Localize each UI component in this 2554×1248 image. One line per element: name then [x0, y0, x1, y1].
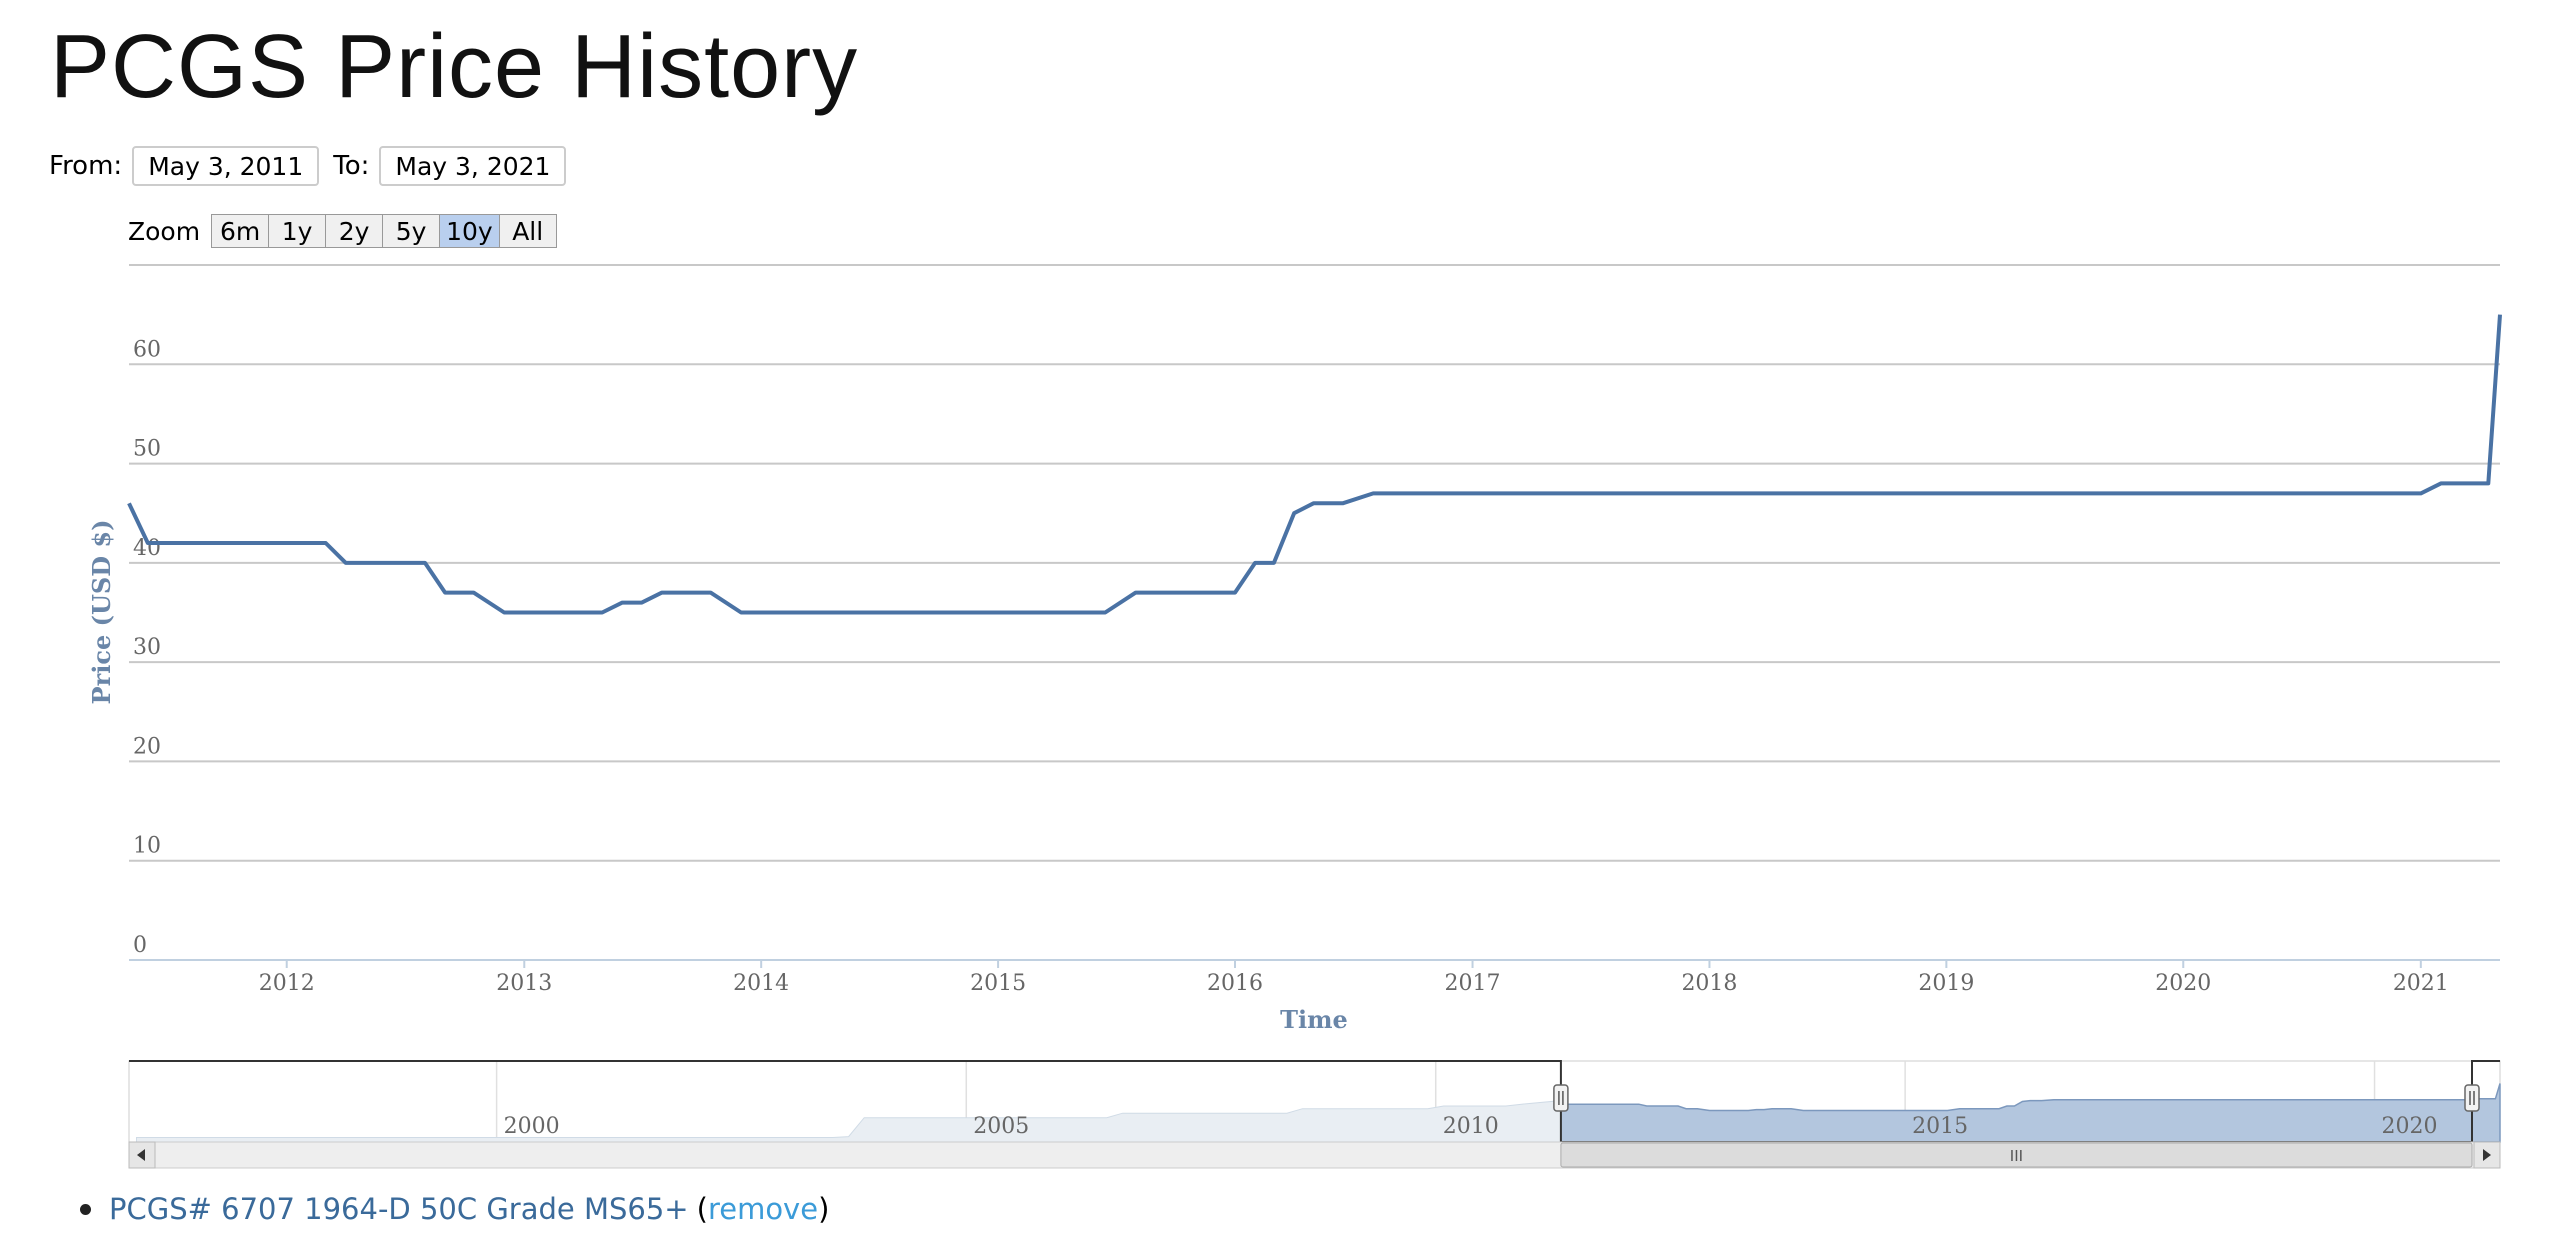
scroll-left-arrow-icon	[137, 1149, 145, 1161]
y-tick-label: 30	[133, 635, 161, 660]
x-tick-label: 2019	[1918, 971, 1974, 996]
y-tick-label: 10	[133, 834, 161, 859]
navigator[interactable]: 2000 2005 2010 2015 2020	[128, 1060, 2501, 1143]
handle-grip	[1553, 1084, 1569, 1112]
price-line	[127, 314, 2502, 615]
x-tick-label: 2014	[733, 971, 789, 996]
open-paren: (	[696, 1192, 708, 1226]
page-title: PCGS Price History	[50, 17, 859, 117]
selected-coin-list: PCGS# 6707 1964-D 50C Grade MS65+ ( remo…	[80, 1192, 829, 1226]
scroll-right-arrow-icon	[2483, 1149, 2491, 1161]
scroll-right-button[interactable]	[2473, 1141, 2501, 1169]
x-tick-label: 2016	[1207, 971, 1263, 996]
scrollbar-grip-icon: III	[2010, 1147, 2023, 1165]
zoom-5y-button[interactable]: 5y	[382, 214, 441, 248]
x-tick-label: 2012	[259, 971, 315, 996]
x-tick-label: 2013	[496, 971, 552, 996]
zoom-all-button[interactable]: All	[498, 214, 557, 248]
y-gridlines	[129, 264, 2500, 862]
handle-grip	[2464, 1084, 2480, 1112]
remove-link[interactable]: remove	[707, 1192, 819, 1226]
x-axis-title: Time	[1280, 1005, 1348, 1034]
navigator-right-handle[interactable]	[2464, 1084, 2480, 1112]
to-label: To:	[333, 151, 370, 181]
close-paren: )	[818, 1192, 830, 1226]
navigator-tick-labels: 2000 2005 2010 2015 2020	[504, 1114, 2438, 1139]
price-series	[127, 314, 2502, 615]
zoom-selector: Zoom 6m 1y 2y 5y 10y All	[128, 214, 557, 248]
scroll-left-button[interactable]	[128, 1141, 156, 1169]
navigator-tick-label: 2015	[1912, 1114, 1968, 1139]
coin-link[interactable]: PCGS# 6707 1964-D 50C Grade MS65+	[109, 1192, 689, 1226]
navigator-area	[136, 1100, 1562, 1143]
navigator-scrollbar[interactable]: III	[128, 1141, 2501, 1169]
to-date-input[interactable]: May 3, 2021	[379, 146, 567, 186]
date-range-selector: From: May 3, 2011 To: May 3, 2021	[49, 146, 567, 186]
x-tick-labels: 2012 2013 2014 2015 2016 2017 2018 2019 2020 2021	[259, 960, 2449, 996]
y-tick-label: 20	[133, 734, 161, 759]
scrollbar-thumb[interactable]	[1560, 1142, 2473, 1168]
zoom-10y-button[interactable]: 10y	[439, 214, 500, 248]
x-tick-label: 2020	[2155, 971, 2211, 996]
x-tick-label: 2017	[1445, 971, 1501, 996]
list-bullet	[80, 1203, 91, 1215]
navigator-tick-label: 2020	[2382, 1114, 2438, 1139]
navigator-tick-label: 2000	[504, 1114, 560, 1139]
navigator-left-handle[interactable]	[1553, 1084, 1569, 1112]
navigator-tick-label: 2010	[1443, 1114, 1499, 1139]
x-tick-label: 2015	[970, 971, 1026, 996]
x-tick-label: 2021	[2393, 971, 2449, 996]
from-date-input[interactable]: May 3, 2011	[132, 146, 320, 186]
y-tick-label: 60	[133, 337, 161, 362]
x-tick-label: 2018	[1681, 971, 1737, 996]
zoom-1y-button[interactable]: 1y	[268, 214, 327, 248]
zoom-label: Zoom	[128, 216, 201, 246]
y-tick-label: 0	[133, 933, 147, 958]
navigator-tick-label: 2005	[973, 1114, 1029, 1139]
from-label: From:	[49, 151, 123, 181]
y-tick-label: 50	[133, 437, 161, 462]
y-axis-title: Price (USD $)	[87, 520, 116, 705]
navigator-selected-area	[1560, 1083, 2501, 1143]
